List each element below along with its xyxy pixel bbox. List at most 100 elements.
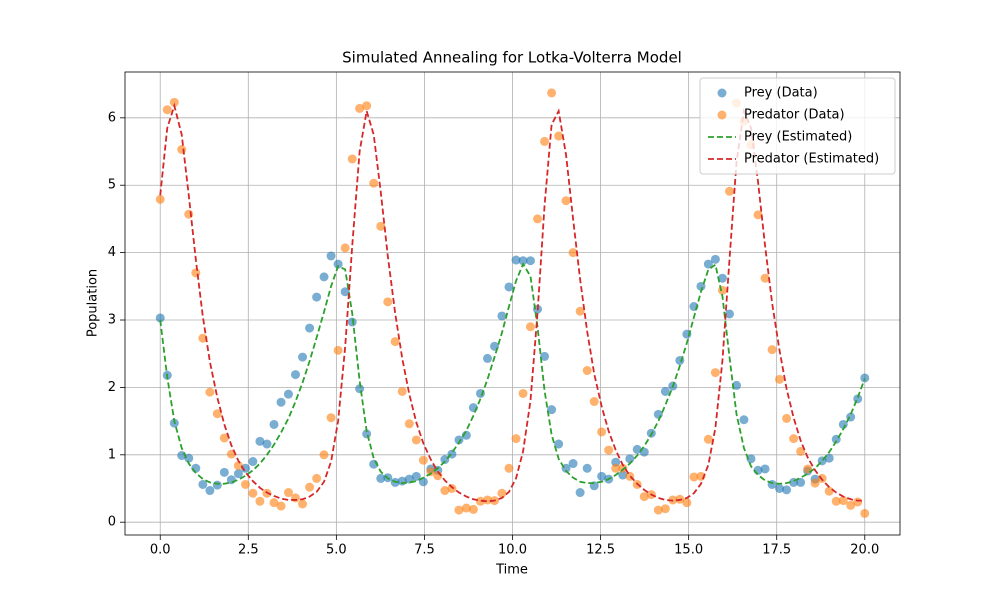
data-point — [376, 221, 386, 231]
data-point — [589, 397, 599, 407]
data-point — [298, 499, 308, 509]
data-point — [255, 496, 265, 506]
x-tick-label: 10.0 — [498, 543, 527, 558]
data-point — [312, 473, 322, 483]
data-point — [717, 285, 727, 295]
data-point — [319, 450, 329, 460]
data-point — [440, 486, 450, 496]
data-point — [369, 178, 379, 188]
data-point — [191, 268, 201, 278]
data-point — [760, 273, 770, 283]
data-point — [169, 97, 179, 107]
legend-box — [699, 77, 896, 175]
y-tick-label: 0 — [108, 515, 116, 530]
data-point — [291, 370, 300, 380]
data-point — [561, 196, 571, 206]
data-point — [860, 373, 870, 383]
data-point — [269, 498, 279, 508]
data-point — [482, 495, 492, 505]
x-tick-label: 7.5 — [414, 543, 435, 558]
data-point — [618, 463, 628, 473]
data-point — [575, 306, 585, 316]
plot-frame — [124, 71, 901, 536]
data-point — [725, 309, 734, 319]
data-point — [689, 472, 699, 482]
data-point — [653, 409, 663, 419]
data-point — [853, 497, 863, 507]
legend-label: Prey (Data) — [744, 86, 818, 101]
data-point — [525, 256, 535, 266]
data-point — [511, 434, 521, 444]
data-point — [333, 345, 343, 355]
data-point — [575, 488, 585, 498]
data-point — [639, 492, 649, 502]
data-point — [554, 439, 564, 449]
data-point — [454, 505, 464, 515]
data-point — [547, 405, 557, 415]
data-point — [739, 415, 749, 425]
data-point — [383, 297, 393, 307]
data-point — [312, 292, 322, 302]
data-point — [611, 463, 621, 473]
data-point — [298, 352, 308, 362]
data-point — [205, 387, 215, 397]
data-point — [504, 463, 514, 473]
data-point — [660, 504, 670, 514]
y-tick-label: 6 — [108, 110, 116, 125]
data-point — [219, 433, 229, 443]
data-point — [440, 455, 450, 465]
data-point — [625, 454, 635, 464]
data-point — [418, 455, 428, 465]
data-point — [347, 154, 357, 164]
data-point — [782, 485, 792, 495]
data-point — [540, 351, 550, 361]
data-point — [162, 105, 172, 115]
data-point — [540, 136, 550, 146]
legend-label: Predator (Estimated) — [744, 152, 879, 167]
data-point — [205, 486, 215, 496]
data-point — [397, 386, 407, 396]
data-point — [725, 186, 734, 196]
data-point — [525, 322, 535, 332]
data-point — [732, 380, 742, 390]
data-point — [582, 366, 592, 376]
data-point — [155, 194, 165, 204]
data-point — [838, 496, 848, 506]
data-point — [760, 464, 770, 474]
data-point — [219, 467, 229, 477]
data-point — [682, 498, 692, 508]
y-tick-label: 5 — [108, 178, 116, 193]
data-point — [497, 488, 507, 498]
x-tick-label: 17.5 — [762, 543, 791, 558]
data-point — [597, 471, 607, 481]
data-point — [518, 388, 528, 398]
data-point — [810, 478, 820, 488]
y-tick-label: 4 — [108, 245, 116, 260]
data-point — [597, 427, 607, 437]
data-point — [703, 259, 713, 269]
legend-label: Predator (Data) — [744, 108, 845, 123]
x-tick-label: 0.0 — [150, 543, 171, 558]
data-point — [283, 488, 293, 498]
data-point — [411, 435, 421, 445]
y-axis-label: Population — [86, 269, 101, 337]
data-point — [198, 333, 208, 343]
data-point — [262, 439, 272, 449]
x-tick-label: 12.5 — [586, 543, 615, 558]
y-tick-label: 1 — [108, 447, 116, 462]
data-point — [710, 254, 720, 264]
data-point — [355, 103, 365, 113]
data-point — [198, 479, 208, 489]
data-point — [248, 457, 258, 467]
data-point — [775, 374, 785, 384]
data-point — [269, 419, 279, 429]
data-point — [796, 446, 806, 456]
x-axis-label: Time — [495, 563, 528, 578]
data-point — [831, 496, 841, 506]
data-point — [340, 287, 350, 297]
data-point — [533, 214, 543, 224]
data-point — [177, 145, 187, 155]
data-point — [775, 483, 785, 493]
legend-marker — [717, 110, 727, 120]
data-point — [240, 479, 250, 489]
